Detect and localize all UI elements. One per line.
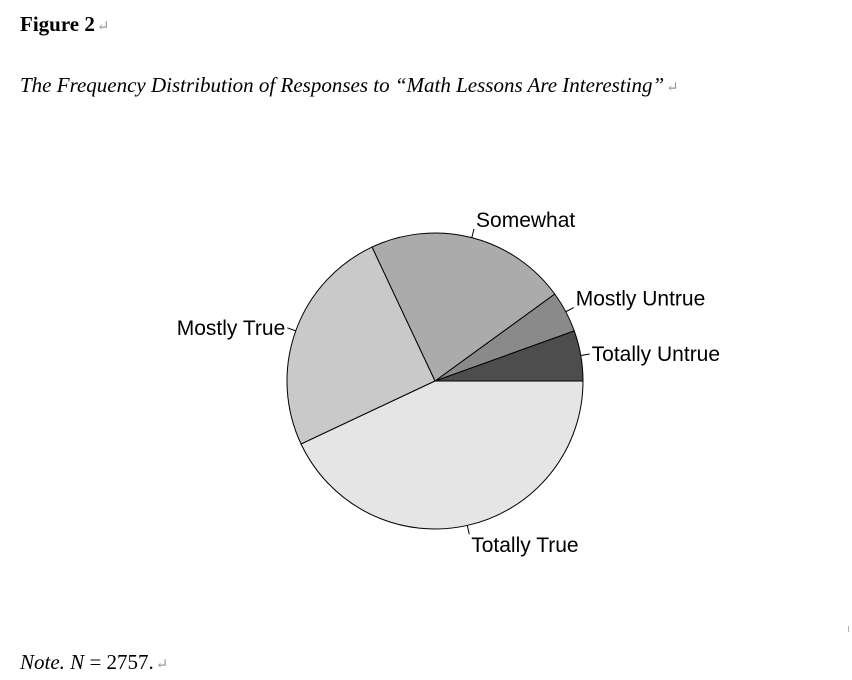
pie-leader-totally-untrue — [580, 353, 590, 357]
note-prefix: Note. — [20, 650, 65, 674]
note-n-symbol: N — [70, 650, 85, 674]
figure-caption-text: The Frequency Distribution of Responses … — [20, 73, 665, 97]
pie-leader-totally-true — [466, 525, 470, 535]
pie-slice-mostly-true — [286, 246, 436, 445]
note-n-value: = 2757. — [84, 650, 154, 674]
pie-label-mostly-true: Mostly True — [177, 317, 286, 340]
pie-leader-mostly-untrue — [565, 307, 574, 313]
pie-leaders — [287, 228, 590, 535]
pie-slices — [286, 232, 584, 530]
paragraph-mark-icon: ↵ — [666, 80, 679, 96]
pie-leader-somewhat — [471, 228, 475, 238]
pie-label-totally-untrue: Totally Untrue — [592, 343, 720, 366]
pie-label-totally-true: Totally True — [471, 534, 578, 557]
pie-slice-totally-true — [300, 380, 584, 530]
figure-note: Note. N = 2757. ↵ — [20, 647, 168, 680]
paragraph-mark-icon: ↵ — [96, 19, 110, 35]
figure-number: Figure 2 ↵ — [20, 9, 109, 42]
figure-caption: The Frequency Distribution of Responses … — [20, 70, 679, 103]
paragraph-mark-icon: ↵ — [155, 657, 169, 673]
pie-labels: Totally Untrue Mostly Untrue Somewhat Mostl… — [177, 209, 720, 557]
pie-leader-mostly-true — [287, 327, 296, 332]
page-edge-mark — [848, 626, 851, 632]
pie-label-mostly-untrue: Mostly Untrue — [576, 288, 706, 311]
figure-number-text: Figure 2 — [20, 12, 95, 36]
pie-label-somewhat: Somewhat — [476, 209, 575, 232]
